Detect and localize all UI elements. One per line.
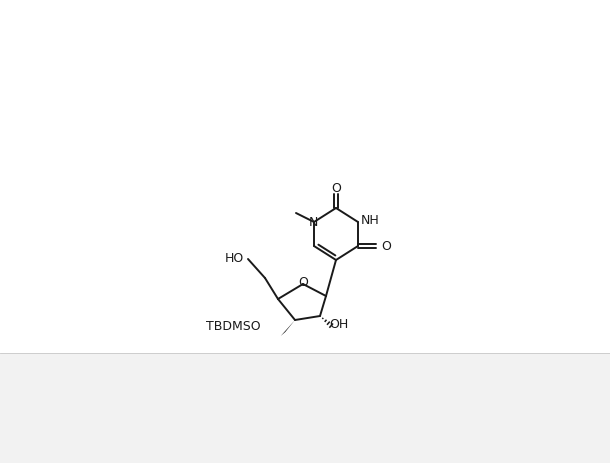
Bar [0, 353, 610, 463]
Text: O: O [298, 276, 308, 289]
Text: TBDMSO: TBDMSO [206, 319, 261, 332]
Text: O: O [381, 239, 391, 252]
Polygon shape [281, 320, 295, 336]
Text: OH: OH [329, 319, 348, 332]
Text: O: O [331, 182, 341, 195]
Bar [0, 0, 610, 353]
Text: HO: HO [224, 251, 244, 264]
Text: N: N [308, 215, 318, 229]
Text: NH: NH [361, 214, 380, 227]
